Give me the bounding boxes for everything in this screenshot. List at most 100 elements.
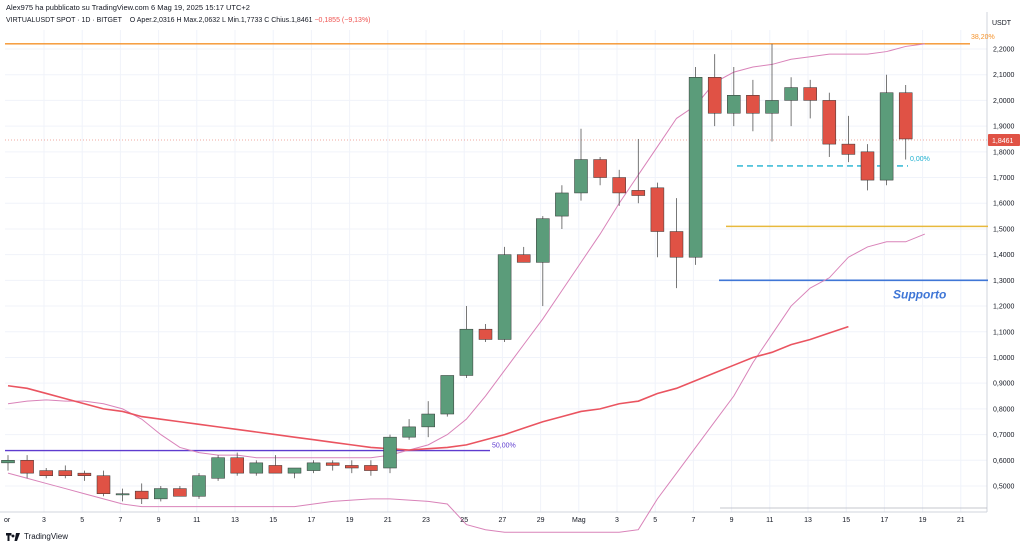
y-tick-label: 0,5000 — [993, 484, 1015, 491]
candle-down — [134, 490, 149, 500]
x-tick-label: 23 — [422, 517, 430, 524]
x-tick-label: 17 — [308, 517, 316, 524]
candle-up — [421, 413, 435, 428]
footer-branding: TradingView — [6, 532, 68, 541]
candle-down — [268, 465, 283, 474]
candle-down — [173, 488, 187, 497]
candle-down — [669, 231, 684, 258]
x-tick-label: or — [4, 517, 11, 524]
candle-down — [58, 470, 73, 476]
y-tick-label: 1,1000 — [993, 329, 1015, 336]
x-tick-label: 19 — [346, 517, 354, 524]
candle-up — [555, 192, 569, 217]
x-tick-label: 9 — [730, 517, 734, 524]
x-tick-label: 11 — [766, 517, 773, 524]
candle-up — [154, 488, 168, 500]
y-tick-label: 1,2000 — [993, 304, 1015, 311]
candle-down — [516, 254, 531, 263]
candle-down — [325, 462, 340, 466]
x-tick-label: 15 — [269, 517, 277, 524]
candle-down — [39, 470, 53, 476]
candle-up — [574, 159, 588, 194]
fib-level-50-label: 50,00% — [492, 443, 516, 450]
ohlc-high-letter: H — [176, 17, 182, 24]
candle-down — [77, 472, 92, 476]
candle-up — [784, 87, 798, 101]
y-tick-label: 1,4000 — [993, 252, 1015, 259]
ohlc-high: Max.2,0632 — [183, 17, 221, 24]
symbol-legend: VIRTUALUSDT SPOT · 1D · BITGET O Aper.2,… — [6, 17, 371, 24]
candle-down — [364, 465, 378, 471]
x-tick-label: 5 — [80, 517, 84, 524]
tradingview-logo-icon — [6, 532, 20, 541]
candle-down — [20, 460, 34, 474]
candle-up — [440, 375, 455, 415]
x-tick-label: 3 — [42, 517, 46, 524]
candle-down — [650, 187, 665, 232]
candle-down — [612, 177, 626, 194]
candle-down — [96, 475, 111, 494]
candle-down — [707, 77, 722, 114]
candle-up — [497, 254, 512, 340]
x-tick-label: 19 — [919, 517, 927, 524]
x-tick-label: 25 — [460, 517, 468, 524]
candle-down — [746, 95, 760, 114]
ohlc-low-letter: L — [222, 17, 226, 24]
candle-up — [402, 426, 416, 438]
x-tick-label: 7 — [691, 517, 695, 524]
x-tick-label: 17 — [881, 517, 889, 524]
y-tick-label: 1,6000 — [993, 201, 1015, 208]
candle-up — [765, 100, 779, 114]
ohlc-close-letter: C — [264, 17, 270, 24]
y-tick-label: 2,0000 — [993, 98, 1015, 105]
y-tick-label: 2,1000 — [993, 72, 1015, 79]
y-tick-label: 0,8000 — [993, 406, 1015, 413]
candle-up — [727, 95, 741, 114]
current-price-label: 1,8461 — [992, 138, 1014, 145]
y-tick-label: 2,2000 — [993, 47, 1015, 54]
ohlc-close: Chius.1,8461 — [271, 17, 313, 24]
x-tick-label: 21 — [384, 517, 392, 524]
fib-level-38-label: 38,20% — [971, 34, 995, 41]
cyan-level-label: 0,00% — [910, 156, 930, 163]
y-tick-label: 0,7000 — [993, 432, 1015, 439]
symbol-name[interactable]: VIRTUALUSDT SPOT · 1D · BITGET — [6, 17, 122, 24]
support-label: Supporto — [893, 287, 946, 301]
ohlc-low: Min.1,7733 — [227, 17, 263, 24]
candle-up — [536, 218, 550, 263]
x-tick-label: 27 — [499, 517, 507, 524]
y-tick-label: 0,9000 — [993, 381, 1015, 388]
x-tick-label: 11 — [193, 517, 200, 524]
candle-up — [383, 436, 397, 469]
x-tick-label: 9 — [157, 517, 161, 524]
y-tick-label: 1,8000 — [993, 149, 1015, 156]
candle-up — [1, 460, 15, 464]
candle-up — [306, 462, 321, 471]
candle-up — [211, 457, 225, 479]
y-tick-label: 0,6000 — [993, 458, 1015, 465]
candle-down — [478, 328, 493, 340]
x-tick-label: 13 — [804, 517, 812, 524]
published-info: Alex975 ha pubblicato su TradingView.com… — [6, 3, 250, 12]
y-tick-label: 1,3000 — [993, 278, 1015, 285]
y-tick-label: 1,9000 — [993, 124, 1015, 131]
currency-label: USDT — [992, 20, 1012, 27]
bollinger-upper-band — [7, 43, 925, 459]
y-tick-label: 1,7000 — [993, 175, 1015, 182]
bollinger-lower-band — [7, 233, 925, 533]
candle-up — [459, 328, 474, 376]
x-tick-label: 3 — [615, 517, 619, 524]
y-tick-label: 1,5000 — [993, 226, 1015, 233]
ohlc-open-letter: O — [129, 17, 136, 24]
candle-up — [688, 77, 703, 258]
x-tick-label: 21 — [957, 517, 965, 524]
candle-down — [230, 457, 244, 474]
candle-up — [879, 92, 894, 181]
candle-down — [593, 159, 607, 178]
x-tick-label: 7 — [118, 517, 122, 524]
candle-down — [803, 87, 817, 101]
x-tick-label: 5 — [653, 517, 657, 524]
candle-down — [345, 465, 359, 469]
y-tick-label: 1,0000 — [993, 355, 1015, 362]
